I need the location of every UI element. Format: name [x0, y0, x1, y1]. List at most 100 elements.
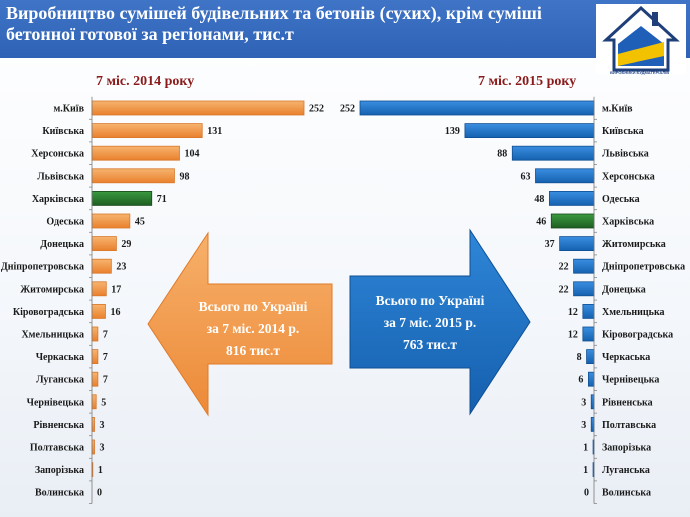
category-label: Черкаська	[36, 352, 84, 363]
left-total-line1: Всього по Україні	[198, 299, 308, 314]
category-label: Черкаська	[602, 352, 650, 363]
data-label: 0	[97, 488, 102, 499]
title-bar	[0, 0, 690, 58]
data-label: 12	[568, 307, 578, 318]
left-total-arrow	[147, 231, 333, 417]
data-label: 3	[581, 397, 586, 408]
category-label: Хмельницька	[602, 307, 665, 318]
category-label: Херсонська	[31, 149, 84, 160]
data-label: 5	[101, 397, 106, 408]
data-label: 104	[184, 149, 199, 160]
bar-left-4	[91, 190, 153, 206]
data-label: 37	[545, 239, 555, 250]
left-total-line3: 816 тис.т	[225, 343, 281, 358]
category-label: Полтавська	[30, 443, 84, 454]
bar-right-0	[359, 100, 595, 116]
data-label: 22	[559, 262, 569, 273]
category-label: Дніпропетровська	[602, 262, 685, 273]
bar-right-2	[511, 145, 595, 161]
bar-right-13	[590, 394, 595, 410]
category-label: Дніпропетровська	[1, 262, 84, 273]
bar-left-6	[91, 236, 117, 252]
bar-right-11	[586, 349, 595, 365]
category-label: Запорізька	[35, 465, 84, 476]
data-label: 7	[103, 352, 108, 363]
bar-left-2	[91, 145, 180, 161]
data-label: 22	[559, 284, 569, 295]
category-label: Полтавська	[602, 420, 656, 431]
data-label: 63	[521, 171, 531, 182]
bar-left-1	[91, 123, 203, 138]
data-label: 45	[135, 217, 145, 228]
category-label: Рівненська	[33, 420, 84, 431]
data-label: 6	[578, 375, 583, 386]
logo	[596, 4, 686, 74]
category-label: Волинська	[602, 488, 651, 499]
category-label: Луганська	[602, 465, 650, 476]
page-title: Виробництво сумішей будівельних та бетон…	[6, 3, 542, 44]
bar-right-1	[464, 123, 595, 138]
category-label: Херсонська	[602, 171, 655, 182]
category-label: Луганська	[36, 375, 84, 386]
bar-right-3	[535, 168, 595, 184]
data-label: 16	[110, 307, 120, 318]
data-label: 139	[445, 126, 460, 137]
data-label: 3	[100, 443, 105, 454]
data-label: 7	[103, 375, 108, 386]
bar-left-3	[91, 168, 175, 184]
category-label: Харківська	[32, 194, 84, 205]
bar-right-8	[573, 281, 595, 297]
bar-right-5	[550, 213, 595, 229]
bar-left-5	[91, 213, 131, 229]
bar-right-14	[590, 416, 595, 432]
data-label: 252	[340, 104, 355, 115]
data-label: 1	[583, 465, 588, 476]
category-label: Київська	[42, 126, 84, 137]
category-label: Харківська	[602, 217, 654, 228]
bar-left-8	[91, 281, 107, 297]
data-label: 0	[584, 488, 589, 499]
data-label: 8	[577, 352, 582, 363]
bar-left-12	[91, 371, 99, 387]
bar-right-4	[549, 190, 595, 206]
bar-right-10	[582, 326, 595, 342]
data-label: 29	[121, 239, 131, 250]
category-label: Донецька	[40, 239, 84, 250]
category-label: м.Київ	[602, 104, 633, 115]
left-total-text: Всього по Україні за 7 міс. 2014 р. 816 …	[178, 296, 328, 362]
data-label: 88	[497, 149, 507, 160]
bar-left-10	[91, 326, 99, 342]
data-label: 1	[583, 443, 588, 454]
right-total-line2: за 7 міс. 2015 р.	[383, 315, 477, 330]
data-label: 252	[309, 104, 324, 115]
right-total-text: Всього по Україні за 7 міс. 2015 р. 763 …	[355, 290, 505, 356]
category-label: Львівська	[37, 171, 84, 182]
category-label: Кіровоградська	[13, 307, 84, 318]
data-label: 71	[157, 194, 167, 205]
category-label: Житомирська	[602, 239, 666, 250]
data-label: 23	[116, 262, 126, 273]
data-label: 12	[568, 330, 578, 341]
data-label: 3	[581, 420, 586, 431]
data-label: 17	[111, 284, 121, 295]
left-total-line2: за 7 міс. 2014 р.	[206, 321, 300, 336]
category-label: м.Київ	[53, 104, 84, 115]
right-total-arrow	[349, 228, 531, 416]
data-label: 46	[536, 217, 546, 228]
bar-right-6	[559, 236, 595, 252]
bar-right-12	[588, 371, 595, 387]
bar-left-7	[91, 258, 112, 274]
category-label: Київська	[602, 126, 644, 137]
house-logo-icon	[602, 5, 680, 72]
right-total-line1: Всього по Україні	[375, 293, 485, 308]
logo-caption: ВИРОБНИКИ БУДМАТЕРІАЛІВ	[610, 70, 670, 75]
right-total-line3: 763 тис.т	[402, 337, 458, 352]
data-label: 7	[103, 330, 108, 341]
category-label: Волинська	[35, 488, 84, 499]
category-label: Чернівецька	[602, 375, 659, 386]
bar-right-9	[582, 303, 595, 319]
bar-left-9	[91, 303, 106, 319]
bar-left-11	[91, 349, 99, 365]
data-label: 1	[98, 465, 103, 476]
